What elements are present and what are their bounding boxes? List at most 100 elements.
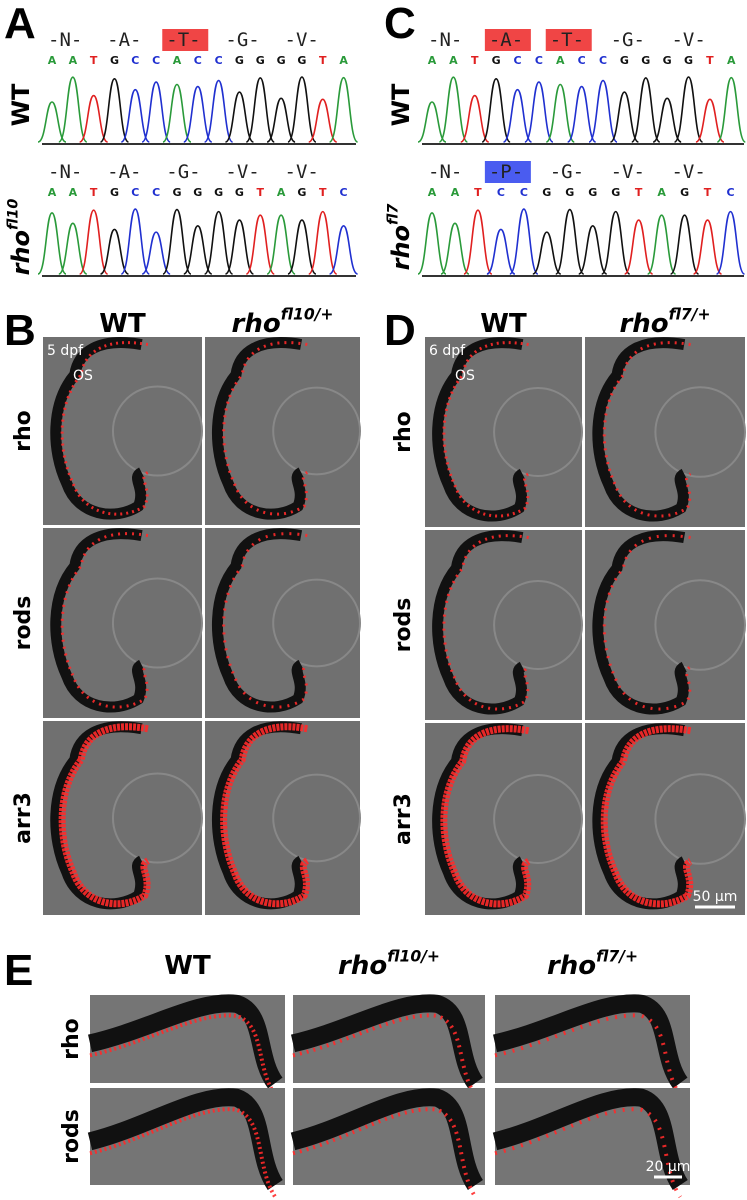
chromatogram-peak (588, 79, 618, 143)
base-call: A (48, 186, 57, 199)
lens (272, 773, 361, 863)
base-call: A (173, 54, 182, 67)
lens (654, 773, 746, 865)
scale-bar-label: 20 µm (646, 1159, 691, 1175)
chromatogram-peak (245, 214, 276, 275)
retina-pigment (492, 994, 688, 1089)
base-call: C (578, 54, 586, 67)
chromatogram-peak (141, 231, 171, 275)
chromatogram-peak (609, 91, 640, 143)
panel-label: E (4, 946, 33, 995)
genotype-label: rhofl7/+ (547, 947, 638, 980)
base-call: G (588, 186, 597, 199)
micrograph (205, 337, 361, 525)
chromatogram-peak (266, 97, 296, 143)
micrograph-background (43, 337, 202, 525)
lens (111, 577, 204, 669)
row-label: rho (11, 410, 36, 452)
codon: -V- (225, 161, 259, 183)
micrograph-background (205, 528, 360, 718)
retina-pigment (87, 1088, 284, 1191)
base-call: T (90, 186, 98, 199)
micrograph-background (585, 337, 745, 527)
base-call: A (69, 54, 78, 67)
micrograph-background (585, 530, 745, 720)
codon: -N- (428, 161, 462, 183)
lens (111, 772, 204, 864)
codon: -N- (428, 29, 462, 51)
fluorescence (60, 341, 149, 516)
chromatogram-peak (141, 81, 171, 143)
genotype-name: rho (338, 951, 387, 981)
micrograph-background (585, 723, 745, 915)
chromatogram-peak (669, 214, 700, 275)
codon: -G- (550, 161, 584, 183)
genotype-name: WT (480, 309, 527, 339)
retina-pigment (592, 723, 689, 910)
genotype-name: rho (7, 230, 35, 275)
chromatogram-peak (99, 78, 130, 143)
codon-highlight (484, 161, 531, 183)
fluorescence (494, 1107, 682, 1199)
chromatogram-peak (623, 219, 654, 275)
lens (272, 578, 361, 668)
codon-highlight (545, 29, 592, 51)
genotype-superscript: fl10/+ (281, 305, 334, 323)
genotype-name: WT (164, 951, 211, 981)
micrograph (585, 723, 746, 915)
codon: -G- (225, 29, 259, 51)
base-call: G (172, 186, 181, 199)
base-call: G (297, 54, 306, 67)
micrograph-background (425, 723, 582, 915)
panel-label: B (4, 306, 36, 355)
micrograph (492, 994, 690, 1097)
chromatogram-peak (183, 225, 213, 275)
codon: -T- (166, 29, 200, 51)
base-call: C (520, 186, 528, 199)
base-call: A (277, 186, 286, 199)
base-call: T (319, 54, 327, 67)
base-call: G (256, 54, 265, 67)
codon: -A- (489, 29, 523, 51)
base-call: A (556, 54, 565, 67)
micrograph (425, 337, 583, 527)
base-call: G (110, 54, 119, 67)
fluorescence (222, 341, 309, 516)
chromatogram-peak (417, 101, 447, 143)
genotype-name: rho (387, 225, 415, 270)
micrograph (585, 337, 746, 527)
row-label: rho (59, 1018, 84, 1060)
base-call: T (635, 186, 643, 199)
base-call: C (152, 186, 160, 199)
base-call: G (235, 186, 244, 199)
retina-pigment (592, 337, 689, 522)
chromatogram-peak (183, 85, 213, 143)
lens (654, 579, 746, 671)
genotype-name: WT (99, 309, 146, 339)
chromatogram-peak (715, 210, 746, 275)
genotype-label: rhofl7 (385, 204, 415, 271)
micrograph-background (425, 337, 582, 527)
chromatogram-peak (417, 212, 447, 275)
base-call: C (497, 186, 505, 199)
chromatogram-peak (673, 76, 704, 143)
chromatogram-peak (716, 76, 747, 143)
row-label: rods (59, 1109, 84, 1164)
fluorescence (222, 532, 309, 709)
chromatogram-peak (463, 209, 493, 275)
base-call: C (726, 186, 734, 199)
chromatogram-peak (577, 225, 608, 275)
base-call: C (131, 54, 139, 67)
codon-highlight (484, 29, 531, 51)
genotype-superscript: fl10/+ (387, 947, 440, 965)
chromatogram-peak (695, 98, 725, 143)
retina-pigment (290, 994, 484, 1089)
codon: -V- (285, 161, 319, 183)
codon: -T- (550, 29, 584, 51)
codon: -V- (671, 161, 705, 183)
fluorescence (440, 725, 532, 908)
lens (493, 774, 583, 864)
micrograph (425, 723, 583, 915)
base-call: G (110, 186, 119, 199)
